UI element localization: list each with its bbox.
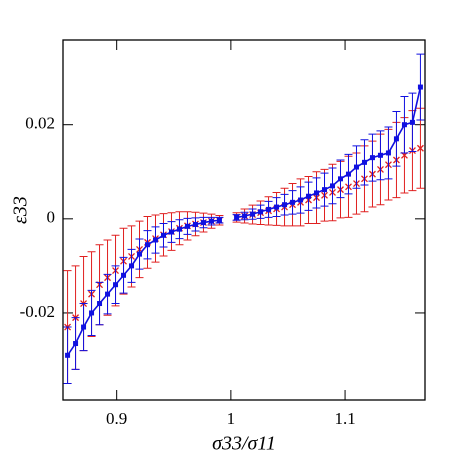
data-point (160, 232, 166, 238)
data-point (330, 183, 336, 189)
data-point (345, 171, 351, 177)
data-point (145, 242, 151, 248)
plot-frame (62, 39, 426, 401)
data-point (298, 197, 304, 203)
data-point (65, 352, 71, 358)
data-point (314, 190, 320, 196)
data-point (290, 199, 296, 205)
x-tick-label: 0.9 (106, 409, 127, 428)
data-point (129, 263, 135, 269)
data-point (216, 217, 222, 223)
data-point (353, 164, 359, 170)
data-point (322, 187, 328, 193)
data-point (184, 223, 190, 229)
data-point (113, 282, 119, 288)
y-tick-label: -0.02 (20, 302, 55, 321)
x-tick-label: 1 (227, 409, 236, 428)
y-tick-label: 0 (47, 208, 56, 227)
data-point (81, 324, 87, 330)
x-tick-label: 1.1 (334, 409, 355, 428)
data-point (192, 221, 198, 227)
data-point (250, 211, 256, 217)
data-point (361, 159, 367, 165)
data-point (208, 218, 214, 224)
y-tick-label: 0.02 (25, 114, 55, 133)
data-point (282, 202, 288, 208)
data-point (266, 206, 272, 212)
data-point (242, 213, 248, 219)
data-point (234, 214, 240, 220)
data-point (137, 251, 143, 257)
data-point (337, 176, 343, 182)
data-point (97, 301, 103, 307)
data-point (168, 229, 174, 235)
data-point (200, 220, 206, 226)
data-point (409, 119, 415, 125)
data-point (306, 193, 312, 199)
data-point (105, 291, 111, 297)
data-point (401, 122, 407, 128)
data-point (176, 226, 182, 232)
x-axis-label: σ33/σ11 (212, 433, 276, 455)
data-point (274, 204, 280, 210)
y-axis-label: ε33 (10, 196, 32, 224)
data-point (369, 155, 375, 161)
data-point (416, 144, 424, 152)
data-point (385, 150, 391, 156)
data-point (377, 152, 383, 158)
data-point (73, 341, 79, 347)
data-point (121, 272, 127, 278)
data-point (89, 310, 95, 316)
data-point (258, 209, 264, 215)
data-point (417, 84, 423, 90)
data-point (393, 136, 399, 142)
data-point (152, 237, 158, 243)
